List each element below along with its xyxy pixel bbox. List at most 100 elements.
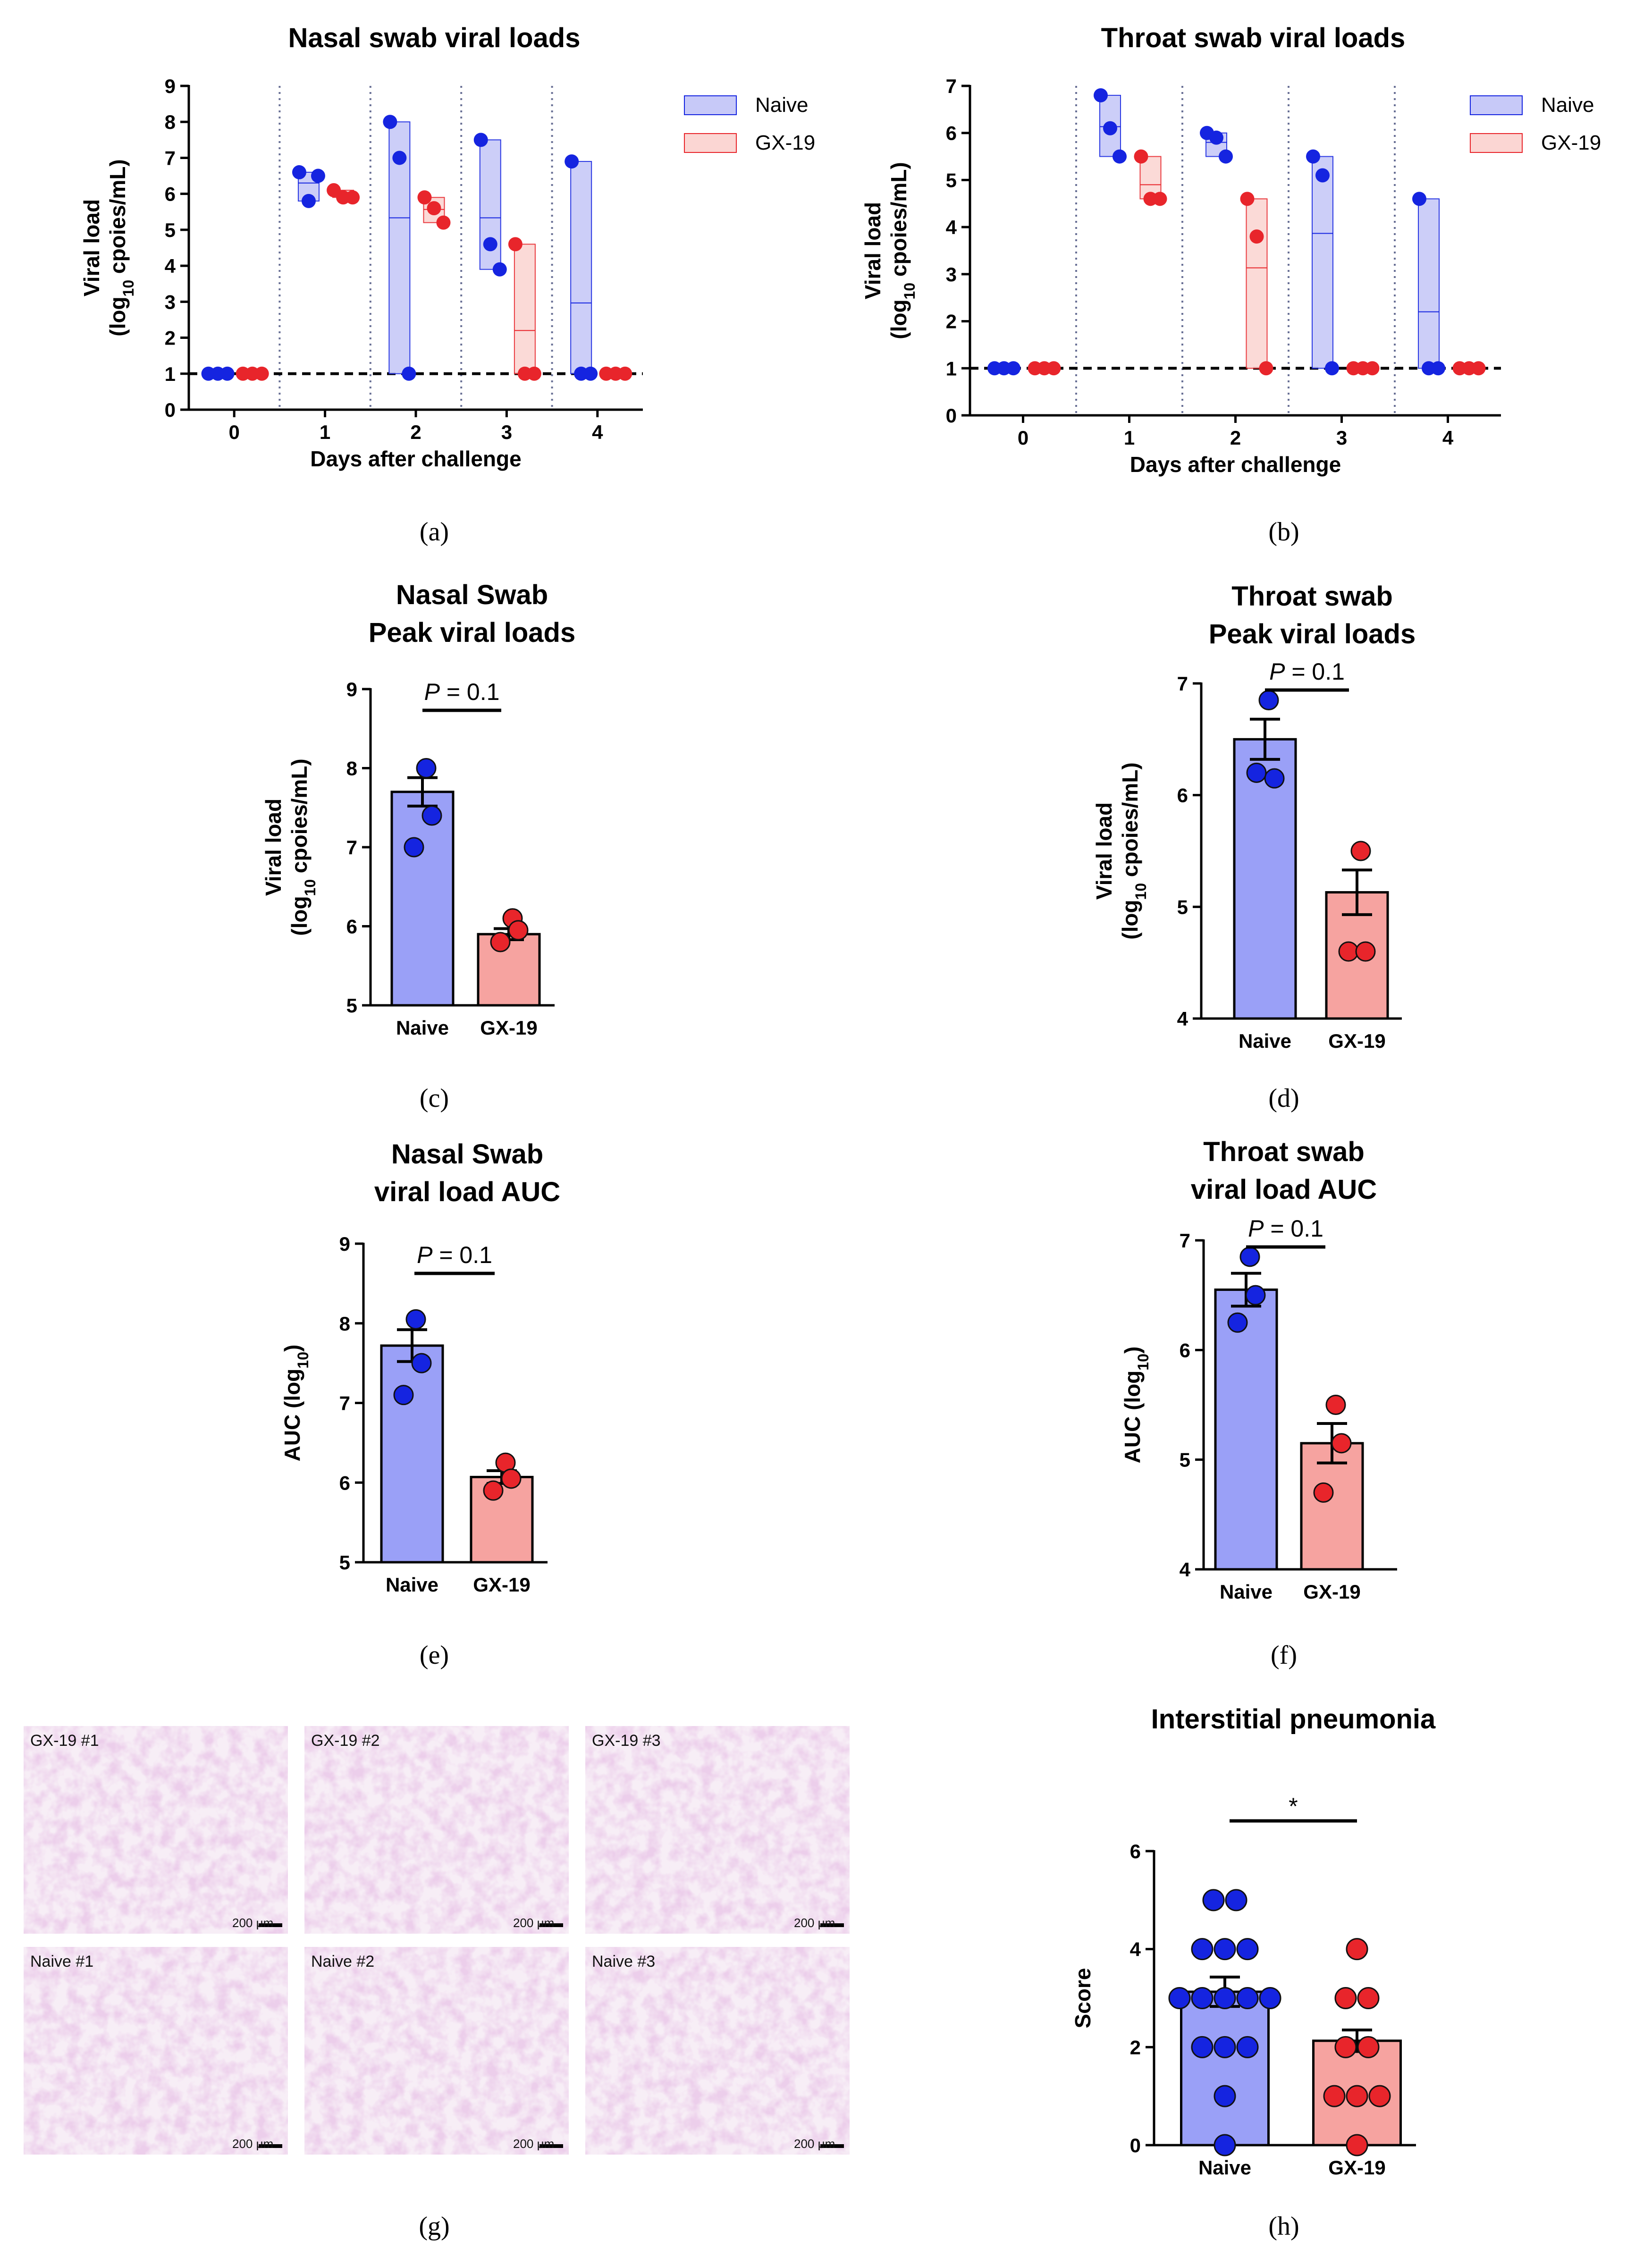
data-point [1346,2085,1368,2107]
scale-bar-label: 200 μm [232,1916,273,1930]
y-tick-label: 6 [1177,784,1188,807]
range-bar [1312,156,1333,369]
y-axis-label-post: ) [280,1345,304,1352]
micrograph-label: GX-19 #3 [592,1732,661,1750]
scale-bar [539,2144,563,2148]
data-point [1209,130,1223,145]
y-tick-label: 7 [1177,673,1188,695]
y-axis-label: Viral load [860,202,885,299]
range-bar [570,161,592,374]
y-axis-label: Score [1070,1968,1095,2029]
data-point [583,366,598,381]
micrograph-tile: GX-19 #1 200 μm [24,1726,288,1934]
y-axis-unit: (log10 cpoies/mL) [105,159,137,337]
data-point [346,190,360,205]
y-axis-label: Viral load [1092,802,1116,900]
data-point [1103,121,1117,135]
y-tick-label: 3 [946,263,957,286]
y-axis-unit: (log10 cpoies/mL) [1118,762,1149,940]
p-value-text: = 0.1 [1285,658,1345,685]
p-value-symbol: P [424,679,440,705]
legend-label: Naive [755,93,809,117]
legend: Naive GX-19 [684,93,815,154]
y-axis-label-sub: 10 [295,1352,312,1369]
x-tick-label: 3 [1336,427,1347,449]
data-point [1245,1285,1266,1305]
micrograph-tile: GX-19 #3 200 μm [585,1726,850,1934]
x-tick-label: Naive [1198,2156,1251,2179]
data-point [1202,1889,1225,1912]
data-point [508,920,529,941]
y-axis-label-pre: AUC (log [280,1369,304,1462]
chart-title: Throat swab [1231,581,1393,612]
x-tick-label: GX-19 [473,1574,530,1596]
data-point [1191,1987,1214,2009]
panel-label-a: (a) [420,517,449,547]
chart-f: Throat swab viral load AUC AUC (log10) 4 5 6 7… [1120,1137,1397,1603]
legend: Naive GX-19 [1470,93,1601,154]
y-tick-label: 4 [1180,1558,1191,1581]
data-point [1214,1987,1236,2009]
legend-swatch [684,95,737,115]
data-point [1134,149,1148,164]
p-value-text: = 0.1 [440,679,500,705]
data-point [1346,2134,1368,2156]
x-tick-label: Naive [1220,1581,1273,1603]
x-tick-label: 1 [320,421,330,443]
data-point [1246,762,1267,783]
panel-label-g: (g) [419,2212,449,2241]
data-point [405,1309,426,1330]
y-axis-unit-post: cpoies/mL) [886,162,911,283]
data-point [1214,2085,1236,2107]
micrograph-image [24,1947,288,2155]
data-point [490,932,511,952]
data-point [565,154,579,169]
micrograph-label: Naive #3 [592,1953,655,1971]
data-point [393,1385,414,1406]
x-tick-label: 4 [1442,427,1454,449]
chart-title: Interstitial pneumonia [1151,1704,1436,1735]
y-tick-label: 6 [339,1472,350,1494]
y-tick-label: 6 [1180,1339,1190,1361]
data-point [1357,2036,1380,2058]
chart-title: viral load AUC [1191,1174,1377,1205]
y-tick-label: 1 [165,363,176,385]
panel-label-e: (e) [420,1641,449,1670]
y-axis-unit-sub: 10 [120,280,137,297]
data-point [1315,168,1330,183]
range-bar [1418,198,1440,369]
y-tick-label: 7 [1180,1230,1190,1252]
x-tick-label: 3 [501,421,512,443]
x-tick-label: 0 [1018,427,1028,449]
data-point [1357,1987,1380,2009]
data-point [1236,1938,1259,1961]
chart-title: viral load AUC [374,1177,560,1207]
data-point [1471,361,1486,376]
p-value-symbol: P [1248,1215,1264,1242]
x-tick-label: GX-19 [1303,1581,1360,1603]
data-point [427,201,441,216]
y-tick-label: 9 [346,678,357,700]
y-tick-label: 4 [946,216,957,238]
chart-title: Throat swab [1203,1137,1365,1167]
data-point [1191,1938,1214,1961]
scale-bar-label: 200 μm [232,2137,273,2151]
data-point [1346,1938,1368,1961]
y-tick-label: 4 [1177,1008,1188,1030]
data-point [1191,2036,1214,2058]
p-value-text: = 0.1 [432,1242,492,1268]
y-tick-label: 9 [165,75,176,97]
panel-label-c: (c) [420,1084,449,1113]
y-axis-unit-post: cpoies/mL) [287,758,312,879]
bar [390,791,455,1007]
scale-bar-label: 200 μm [513,2137,554,2151]
data-point [436,215,451,230]
data-point [1259,361,1273,376]
x-tick-label: 2 [1230,427,1241,449]
y-axis-label-sub: 10 [1135,1354,1152,1371]
data-point [1306,149,1320,164]
y-axis-label: AUC (log10) [280,1345,312,1462]
y-tick-label: 1 [946,357,957,379]
